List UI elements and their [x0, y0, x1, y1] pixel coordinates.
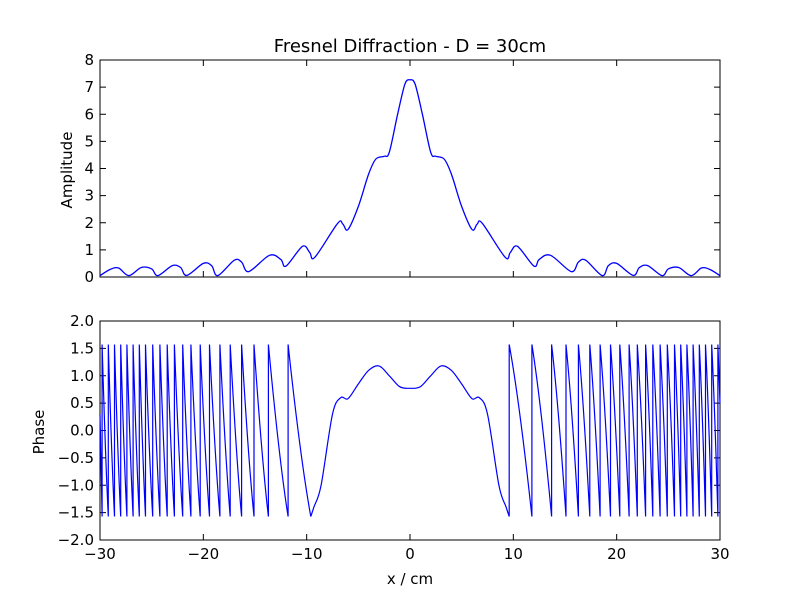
phase-x-tick-label: −30: [84, 545, 116, 563]
amplitude-y-tick-label: 7: [84, 78, 94, 96]
amplitude-y-ticks: 0 1 2 3 4 5 6 7 8: [84, 51, 720, 286]
phase-x-ticks: −30 −20 −10 0 10 20 30: [84, 321, 730, 563]
amplitude-y-tick-label: 0: [84, 268, 94, 286]
amplitude-y-tick-label: 5: [84, 132, 94, 150]
phase-y-tick-label: 1.5: [70, 339, 94, 357]
phase-y-tick-label: −1.0: [58, 476, 94, 494]
phase-panel: −2.0 −1.5 −1.0 −0.5 0.0 0.5 1.0 1.5 2.0 −30 −20 −1…: [30, 312, 730, 588]
phase-x-tick-label: −20: [188, 545, 220, 563]
amplitude-y-tick-label: 6: [84, 105, 94, 123]
amplitude-y-tick-label: 2: [84, 214, 94, 232]
phase-y-tick-label: 2.0: [70, 312, 94, 330]
phase-y-tick-label: 0.0: [70, 422, 94, 440]
phase-x-label: x / cm: [387, 570, 433, 588]
chart-title: Fresnel Diffraction - D = 30cm: [274, 36, 546, 57]
amplitude-y-tick-label: 4: [84, 160, 94, 178]
amplitude-panel: 0 1 2 3 4 5 6 7 8 Amplitude: [58, 51, 721, 286]
phase-y-tick-label: −1.5: [58, 504, 94, 522]
phase-axes-frame: [99, 320, 721, 541]
phase-y-tick-label: 1.0: [70, 367, 94, 385]
phase-x-tick-label: 0: [405, 545, 415, 563]
phase-x-tick-label: −10: [291, 545, 323, 563]
phase-y-tick-label: 0.5: [70, 394, 94, 412]
phase-y-ticks: −2.0 −1.5 −1.0 −0.5 0.0 0.5 1.0 1.5 2.0: [58, 312, 720, 549]
phase-y-tick-label: −0.5: [58, 449, 94, 467]
phase-x-tick-label: 20: [607, 545, 626, 563]
amplitude-series-line: [99, 79, 721, 277]
phase-x-tick-label: 30: [710, 545, 729, 563]
amplitude-axes-frame: [99, 59, 721, 278]
amplitude-y-tick-label: 8: [84, 51, 94, 69]
phase-y-label: Phase: [30, 410, 48, 455]
phase-series-line: [99, 344, 721, 517]
phase-y-tick-label: −2.0: [58, 531, 94, 549]
amplitude-y-label: Amplitude: [58, 132, 76, 209]
phase-x-tick-label: 10: [504, 545, 523, 563]
amplitude-y-tick-label: 3: [84, 187, 94, 205]
amplitude-x-ticks: [99, 60, 721, 277]
amplitude-y-tick-label: 1: [84, 241, 94, 259]
